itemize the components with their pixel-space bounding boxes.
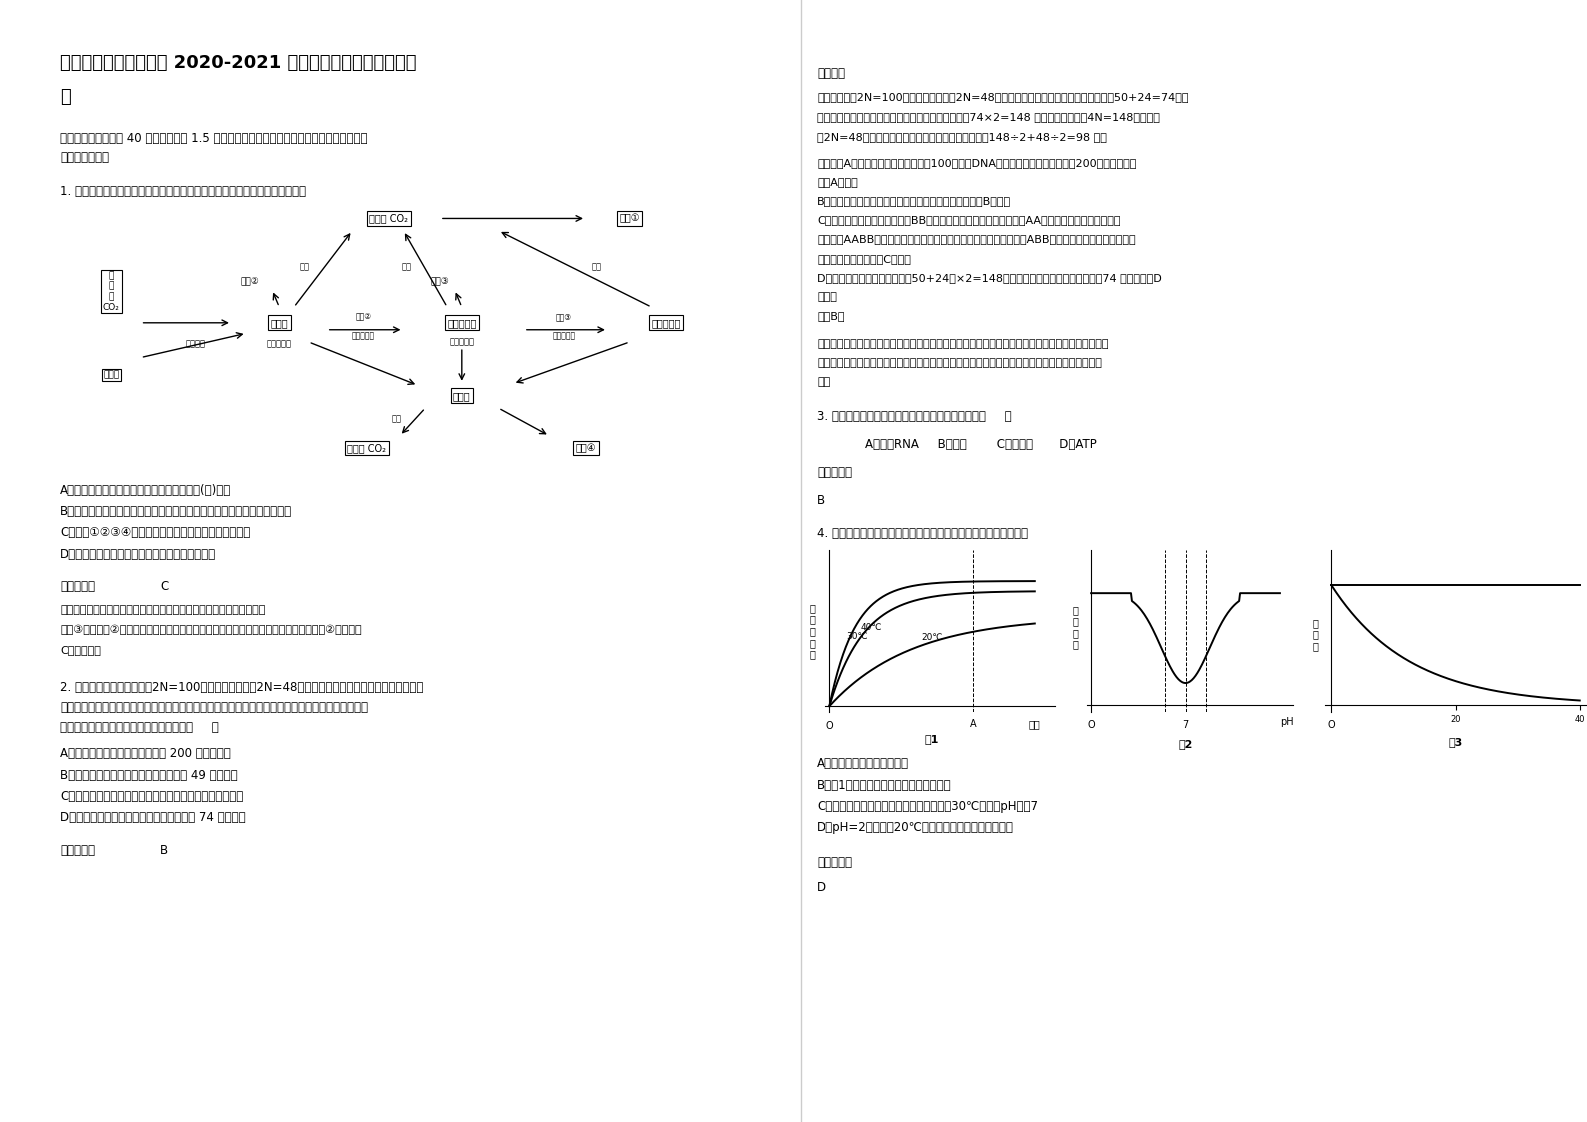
- Text: 参考答案：: 参考答案：: [817, 856, 852, 870]
- Text: 呼吸: 呼吸: [402, 263, 413, 272]
- Text: 动加倍发育为异源四倍体鱼。该异源四倍体与草鱼进行正反交，子代均为三倍体。据此分析细胞内的: 动加倍发育为异源四倍体鱼。该异源四倍体与草鱼进行正反交，子代均为三倍体。据此分析…: [60, 701, 368, 715]
- Text: 大气中 CO₂: 大气中 CO₂: [348, 443, 386, 453]
- Text: 光合作用: 光合作用: [186, 339, 205, 348]
- Text: A．物质作为能量的载体，使能量沿着食物链(网)流动: A．物质作为能量的载体，使能量沿着食物链(网)流动: [60, 484, 232, 497]
- Text: D．碳在营养级之间传递主要以有机物的形式进行: D．碳在营养级之间传递主要以有机物的形式进行: [60, 548, 216, 561]
- Text: 能量③属于能量②的一部分，且初级消费者和次级消费者被分解者分解的能量也属于能量②的部分，: 能量③属于能量②的一部分，且初级消费者和次级消费者被分解者分解的能量也属于能量②…: [60, 625, 362, 635]
- Text: O: O: [1087, 720, 1095, 730]
- Text: B．能量作为动力，使物质能够不断地在生物群落和无机环境之间循环往返: B．能量作为动力，使物质能够不断地在生物群落和无机环境之间循环往返: [60, 505, 292, 518]
- Text: D．pH=2与温度为20℃条件下酶活性减弱的原因不同: D．pH=2与温度为20℃条件下酶活性减弱的原因不同: [817, 821, 1014, 835]
- Text: 染色体数目及组成，下列说法不正确的是（     ）: 染色体数目及组成，下列说法不正确的是（ ）: [60, 721, 219, 735]
- Text: 体，A正确；: 体，A正确；: [817, 177, 859, 187]
- Text: D．异源四倍体产生的卵细胞、精子均含有 74 条染色体: D．异源四倍体产生的卵细胞、精子均含有 74 条染色体: [60, 811, 246, 825]
- Text: 时间: 时间: [1028, 719, 1041, 728]
- Text: 【详解】A：兴国红鲤的染色体数目为100，经过DNA复制后，初级卵母细胞可有200条姐妹染色单: 【详解】A：兴国红鲤的染色体数目为100，经过DNA复制后，初级卵母细胞可有20…: [817, 158, 1136, 168]
- Text: 生
成
物
的
量: 生 成 物 的 量: [809, 603, 816, 660]
- Text: A．转运RNA     B．质粒        C．核糖体       D．ATP: A．转运RNA B．质粒 C．核糖体 D．ATP: [865, 438, 1097, 451]
- Text: 参考答案：: 参考答案：: [60, 580, 95, 594]
- Text: pH: pH: [1279, 717, 1293, 727]
- Text: 40℃: 40℃: [860, 623, 882, 632]
- Text: 含碳有机物: 含碳有机物: [552, 331, 576, 340]
- Text: 次级消费者: 次级消费者: [652, 318, 681, 328]
- Text: 大气中 CO₂: 大气中 CO₂: [370, 213, 408, 223]
- Text: C: C: [160, 580, 168, 594]
- Text: 能量②: 能量②: [241, 276, 260, 286]
- Text: C．能量①②③④的总和便是生产者所固定的太阳能总量: C．能量①②③④的总和便是生产者所固定的太阳能总量: [60, 526, 251, 540]
- Text: A．兴国红鲤的初级卵母细胞可有 200 条染色单体: A．兴国红鲤的初级卵母细胞可有 200 条染色单体: [60, 747, 232, 761]
- Text: B：三倍体由联会紊乱，不能产生正常的精子和卵细胞，B错误；: B：三倍体由联会紊乱，不能产生正常的精子和卵细胞，B错误；: [817, 196, 1011, 206]
- Text: 含碳有机物: 含碳有机物: [449, 338, 475, 347]
- Text: 能量①: 能量①: [619, 213, 640, 223]
- Text: 20℃: 20℃: [922, 633, 943, 642]
- Text: 以表示为AABB，该异源四倍体与草鱼进行正反交产生的三倍体鱼（ABB）的三个染色体组中两个来自: 以表示为AABB，该异源四倍体与草鱼进行正反交产生的三倍体鱼（ABB）的三个染色…: [817, 234, 1136, 245]
- Text: D: D: [817, 881, 827, 894]
- Text: 大
气
中
CO₂: 大 气 中 CO₂: [103, 272, 121, 312]
- Text: 4. 如图为用同一种酶进行的不同实验结果，下列有关叙述正确的是: 4. 如图为用同一种酶进行的不同实验结果，下列有关叙述正确的是: [817, 527, 1028, 541]
- Text: 故选B。: 故选B。: [817, 311, 844, 321]
- Text: 能量④: 能量④: [576, 443, 597, 453]
- Text: 知识要点，把握知识间内在联系，形成知识网络结构的能力；能运用所学知识，准确判断问题的能: 知识要点，把握知识间内在联系，形成知识网络结构的能力；能运用所学知识，准确判断问…: [817, 358, 1103, 368]
- Text: B: B: [160, 844, 168, 857]
- Text: 能量③: 能量③: [430, 276, 449, 286]
- Text: 正确。: 正确。: [817, 292, 838, 302]
- Text: 反
应
速
率: 反 应 速 率: [1073, 605, 1078, 650]
- Text: 1. 下面是生态系统能量流动和物质循环关系的示意图。据图不能得到的结论是: 1. 下面是生态系统能量流动和物质循环关系的示意图。据图不能得到的结论是: [60, 185, 306, 199]
- Text: 7: 7: [1182, 720, 1189, 730]
- Text: C：草鱼的染色体组可以表示为BB，兴国红鲤的染色体组可以表示为AA，异源四倍体的染色体组可: C：草鱼的染色体组可以表示为BB，兴国红鲤的染色体组可以表示为AA，异源四倍体的…: [817, 215, 1120, 226]
- Text: 一、选择题（本题共 40 小题，每小题 1.5 分。在每小题给出的四个选项中，只有一项是符合: 一、选择题（本题共 40 小题，每小题 1.5 分。在每小题给出的四个选项中，只…: [60, 132, 368, 146]
- Text: 染色体自动加倍发育为异源四倍体鱼，此时染色体为74×2=148 条，杂种子一代（4N=148）与草鱼: 染色体自动加倍发育为异源四倍体鱼，此时染色体为74×2=148 条，杂种子一代（…: [817, 112, 1160, 122]
- Text: 图3: 图3: [1449, 736, 1463, 746]
- Text: 3. 组成下列物质或细胞结构的分子中，无核糖的是（     ）: 3. 组成下列物质或细胞结构的分子中，无核糖的是（ ）: [817, 410, 1013, 423]
- Text: 以兴国红鲤（2N=100）为母本、草鱼（2N=48）为父本进行杂交，杂种子一代染色体为50+24=74条，: 以兴国红鲤（2N=100）为母本、草鱼（2N=48）为父本进行杂交，杂种子一代染…: [817, 92, 1189, 102]
- Text: （2N=48）进行正反交，子代均为三倍体，染色体为148÷2+48÷2=98 条。: （2N=48）进行正反交，子代均为三倍体，染色体为148÷2+48÷2=98 条…: [817, 132, 1108, 142]
- Text: C．实验结果表明，该酶活性的最适温度是30℃，最适pH值是7: C．实验结果表明，该酶活性的最适温度是30℃，最适pH值是7: [817, 800, 1038, 813]
- Text: D：异源四倍体的染色体数为（50+24）×2=148，因此产生的卵细胞、精子均含有74 条染色体，D: D：异源四倍体的染色体数为（50+24）×2=148，因此产生的卵细胞、精子均含…: [817, 273, 1162, 283]
- Text: O: O: [825, 721, 833, 732]
- Text: 力。: 力。: [817, 377, 830, 387]
- Text: 初级消费者: 初级消费者: [448, 318, 476, 328]
- Text: 参考答案：: 参考答案：: [817, 466, 852, 479]
- Text: 呼吸: 呼吸: [300, 263, 309, 272]
- Text: 含碳有机物: 含碳有机物: [352, 331, 375, 340]
- Text: 草鱼，一个来自红鲤，C正确；: 草鱼，一个来自红鲤，C正确；: [817, 254, 911, 264]
- Text: A: A: [970, 719, 976, 728]
- Text: 2. 我国科学家以兴国红鲤（2N=100）为母本、草鱼（2N=48）为父本进行杂交，杂种子一代染色体自: 2. 我国科学家以兴国红鲤（2N=100）为母本、草鱼（2N=48）为父本进行杂…: [60, 681, 424, 695]
- Text: 【分析】: 【分析】: [817, 67, 846, 81]
- Text: 图1: 图1: [925, 734, 940, 744]
- Text: 呼吸: 呼吸: [390, 414, 402, 423]
- Text: 太阳能: 太阳能: [103, 370, 119, 379]
- Text: C选项错误。: C选项错误。: [60, 645, 102, 655]
- Text: 能量③: 能量③: [555, 312, 571, 321]
- Text: 生产者: 生产者: [270, 318, 289, 328]
- Text: 解析：本题考查生态系统的能量流动，意在考查考生的分析推理能力。: 解析：本题考查生态系统的能量流动，意在考查考生的分析推理能力。: [60, 605, 265, 615]
- Text: B: B: [817, 494, 825, 507]
- Text: 含碳有机物: 含碳有机物: [267, 339, 292, 348]
- Text: 参考答案：: 参考答案：: [60, 844, 95, 857]
- Text: 湖南省岳阳市饶村中学 2020-2021 学年高三生物月考试卷含解: 湖南省岳阳市饶村中学 2020-2021 学年高三生物月考试卷含解: [60, 54, 417, 72]
- Text: B．三倍体鱼产生的精子或卵细胞均含有 49 条染色体: B．三倍体鱼产生的精子或卵细胞均含有 49 条染色体: [60, 769, 238, 782]
- Text: 析: 析: [60, 88, 71, 105]
- Text: 图2: 图2: [1178, 738, 1193, 748]
- Text: A．本实验研究的酶是淀粉酶: A．本实验研究的酶是淀粉酶: [817, 757, 909, 771]
- Text: C．三倍体鱼的三个染色体组两个来自草鱼、一个来自红鲤: C．三倍体鱼的三个染色体组两个来自草鱼、一个来自红鲤: [60, 790, 243, 803]
- Text: 呼吸: 呼吸: [592, 263, 601, 272]
- Text: 30℃: 30℃: [846, 633, 868, 642]
- Text: 分解者: 分解者: [452, 390, 471, 401]
- Text: 题目要求的。）: 题目要求的。）: [60, 151, 110, 165]
- Text: B．图1曲线是研究该酶具有高效性的结果: B．图1曲线是研究该酶具有高效性的结果: [817, 779, 952, 792]
- Text: 【点睛】本题通过材料分析，考查染色体数目变异的相关知识，意在考查考生的识记能力和理解所学: 【点睛】本题通过材料分析，考查染色体数目变异的相关知识，意在考查考生的识记能力和…: [817, 339, 1109, 349]
- Text: 能量②: 能量②: [355, 312, 371, 321]
- Text: 酶
活
性: 酶 活 性: [1312, 618, 1319, 651]
- Text: O: O: [1328, 719, 1335, 729]
